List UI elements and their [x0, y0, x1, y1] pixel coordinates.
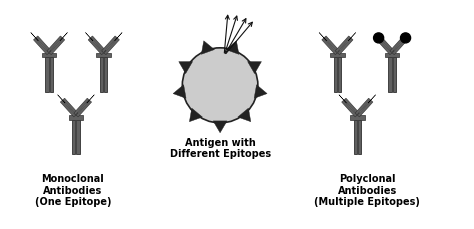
Polygon shape [49, 38, 65, 55]
Polygon shape [46, 57, 49, 92]
Text: Antigen with
Different Epitopes: Antigen with Different Epitopes [170, 138, 271, 159]
Polygon shape [344, 98, 359, 115]
Polygon shape [88, 38, 103, 55]
Polygon shape [392, 38, 408, 55]
Polygon shape [31, 33, 38, 41]
Polygon shape [115, 33, 122, 41]
Polygon shape [354, 120, 357, 154]
Polygon shape [74, 98, 89, 115]
Polygon shape [60, 33, 67, 41]
Polygon shape [63, 98, 78, 115]
Polygon shape [238, 108, 251, 122]
Polygon shape [379, 36, 394, 52]
Polygon shape [339, 95, 346, 103]
Polygon shape [36, 36, 51, 52]
Polygon shape [50, 57, 53, 92]
Polygon shape [213, 121, 227, 133]
Polygon shape [376, 38, 392, 55]
Polygon shape [390, 36, 405, 52]
Polygon shape [57, 95, 65, 103]
Text: Monoclonal
Antibodies
(One Epitope): Monoclonal Antibodies (One Epitope) [35, 174, 111, 207]
Polygon shape [392, 57, 396, 92]
Text: Polyclonal
Antibodies
(Multiple Epitopes): Polyclonal Antibodies (Multiple Epitopes… [314, 174, 420, 207]
Polygon shape [337, 38, 353, 55]
Polygon shape [100, 57, 103, 92]
Polygon shape [247, 62, 262, 74]
Polygon shape [348, 33, 356, 41]
Polygon shape [330, 53, 345, 57]
Circle shape [182, 48, 258, 123]
Polygon shape [190, 108, 202, 122]
Polygon shape [350, 115, 365, 120]
Polygon shape [334, 57, 337, 92]
Polygon shape [34, 38, 49, 55]
Polygon shape [338, 57, 341, 92]
Polygon shape [60, 100, 76, 117]
Polygon shape [69, 115, 83, 120]
Polygon shape [254, 85, 267, 98]
Polygon shape [179, 62, 192, 74]
Polygon shape [47, 36, 63, 52]
Polygon shape [385, 53, 400, 57]
Polygon shape [85, 33, 93, 41]
Polygon shape [76, 100, 91, 117]
Polygon shape [319, 33, 327, 41]
Polygon shape [173, 85, 186, 98]
Polygon shape [355, 98, 371, 115]
Polygon shape [322, 38, 337, 55]
Polygon shape [97, 53, 111, 57]
Polygon shape [358, 120, 361, 154]
Polygon shape [226, 41, 239, 54]
Polygon shape [201, 41, 214, 54]
Polygon shape [335, 36, 351, 52]
Circle shape [401, 33, 410, 43]
Polygon shape [388, 57, 392, 92]
Polygon shape [101, 36, 117, 52]
Polygon shape [324, 36, 339, 52]
Circle shape [374, 33, 383, 43]
Polygon shape [76, 120, 80, 154]
Polygon shape [87, 95, 94, 103]
Polygon shape [368, 95, 376, 103]
Polygon shape [91, 36, 106, 52]
Polygon shape [357, 100, 373, 117]
Polygon shape [342, 100, 357, 117]
Polygon shape [73, 120, 75, 154]
Polygon shape [104, 38, 119, 55]
Polygon shape [104, 57, 108, 92]
Polygon shape [42, 53, 56, 57]
